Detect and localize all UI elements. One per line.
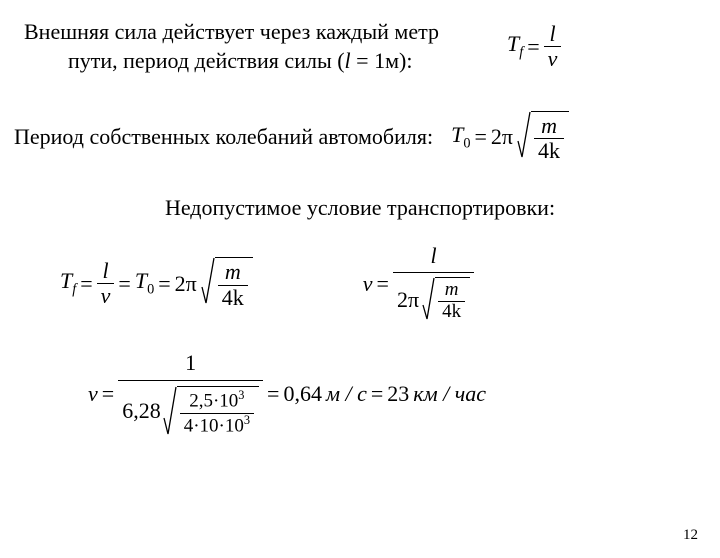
formula-v-expr: v = l 2π m 4k [363, 244, 474, 323]
paragraph-natural-period: Период собственных колебаний автомобиля: [14, 123, 433, 152]
paragraph-external-force: Внешняя сила действует через каждый метр… [24, 18, 439, 75]
paragraph-inadmissible: Недопустимое условие транспортировки: [165, 195, 555, 220]
formula-Tf: Tf = l v [507, 22, 561, 71]
formula-T0: T0 = 2π m 4k [451, 111, 569, 163]
page-number: 12 [683, 527, 698, 544]
line1a: Внешняя сила действует через каждый метр [24, 19, 439, 44]
formula-final: v = 1 6,28 2,5·103 4·10·103 [88, 351, 486, 437]
formula-chain: Tf = l v = T0 = 2π m 4k [60, 257, 253, 309]
line1b: пути, период действия силы (l = 1м): [24, 48, 412, 73]
